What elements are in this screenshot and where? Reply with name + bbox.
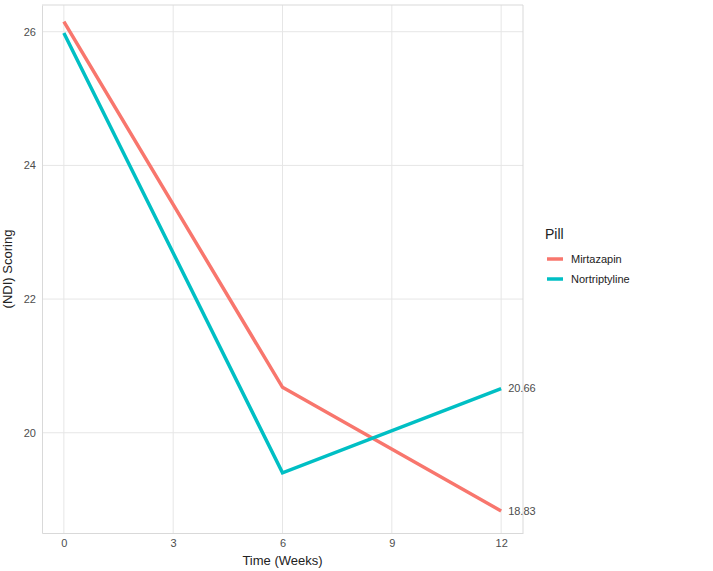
tick-label: 6 [280,537,286,549]
chart: 0 3 6 9 12 20 22 24 26 20.66 18.83 Time (Weeks) (NDI… [0,0,713,571]
axis-line [42,6,43,534]
plot: 0 3 6 9 12 20 22 24 26 20.66 18.83 [24,5,536,549]
tick-label: 3 [171,537,177,549]
grid-line [42,432,523,433]
legend-item: Mirtazapin [547,253,622,265]
tick: 6 [280,533,286,549]
legend-item: Nortriptyline [547,273,630,285]
tick: 9 [389,533,395,549]
grid-line [42,299,523,300]
series-line [64,33,501,473]
legend-key [547,277,563,281]
grid-line [42,165,523,166]
grid-line [63,5,64,533]
annotation: 20.66 [508,382,536,394]
tick: 20 [24,427,42,439]
tick: 12 [496,533,508,549]
annotation: 18.83 [508,505,536,517]
tick-label: 9 [389,537,395,549]
tick: 26 [24,26,42,38]
lines [64,22,501,511]
grid [42,5,523,533]
tick-label: 22 [24,293,36,305]
tick: 24 [24,159,42,171]
tick: 22 [24,293,42,305]
legend-key [547,257,563,261]
y-axis: 20 22 24 26 [24,6,43,534]
legend: Pill Mirtazapin Nortriptyline [545,226,630,285]
series-line [64,22,501,511]
plot-frame [42,5,523,533]
legend-title: Pill [545,226,564,242]
tick-label: 20 [24,427,36,439]
tick-label: 24 [24,159,36,171]
grid-line [282,5,283,533]
axis-line [43,533,524,534]
grid-line [391,5,392,533]
legend-label: Mirtazapin [571,253,622,265]
tick-label: 12 [496,537,508,549]
tick: 0 [61,533,67,549]
legend-label: Nortriptyline [571,273,630,285]
tick-label: 26 [24,26,36,38]
y-axis-title: (NDI) Scoring [0,230,15,309]
grid-line [173,5,174,533]
grid-line [501,5,502,533]
tick-label: 0 [61,537,67,549]
tick: 3 [171,533,177,549]
x-axis: 0 3 6 9 12 [43,533,524,549]
x-axis-title: Time (Weeks) [242,553,322,568]
grid-line [42,31,523,32]
